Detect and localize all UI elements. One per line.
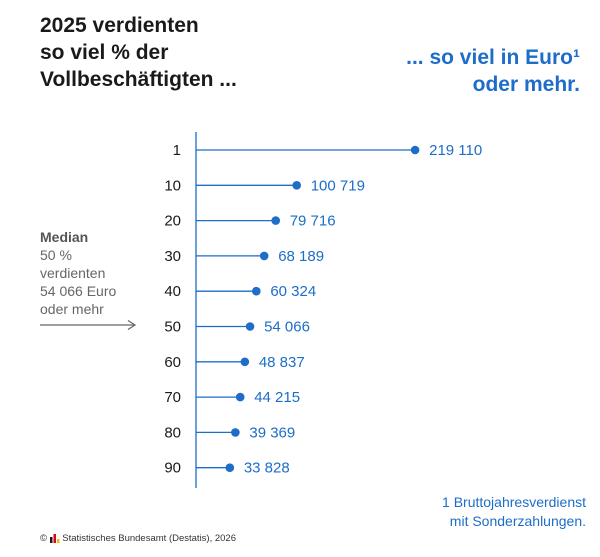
category-label: 50	[164, 319, 181, 336]
lollipop-dot	[235, 392, 245, 402]
title-right-line-1: ... so viel in Euro¹	[406, 46, 580, 69]
footnote-line-2: mit Sonderzahlungen.	[449, 513, 586, 529]
title-right-line-2: oder mehr.	[472, 73, 580, 96]
lollipop-dot	[231, 428, 240, 437]
category-label: 20	[164, 213, 181, 230]
median-arrow-icon	[40, 319, 137, 331]
value-label: 79 716	[290, 213, 336, 230]
value-label: 68 189	[278, 248, 324, 265]
lollipop-dot	[271, 216, 281, 225]
category-label: 70	[164, 389, 181, 406]
copyright-icon: ©	[40, 533, 47, 544]
median-line-2: verdienten	[40, 265, 106, 281]
title-left-line-2: so viel % der	[40, 41, 169, 64]
median-line-4: oder mehr	[40, 301, 104, 317]
footnote: 1 Bruttojahresverdienst mit Sonderzahlun…	[442, 493, 586, 531]
value-label: 54 066	[264, 319, 310, 336]
title-left-line-3: Vollbeschäftigten ...	[40, 68, 237, 91]
footnote-line-1: 1 Bruttojahresverdienst	[442, 494, 586, 510]
category-label: 90	[164, 460, 181, 477]
lollipop-dot	[259, 251, 269, 261]
category-label: 40	[164, 283, 181, 300]
lollipop-dot	[292, 181, 302, 190]
median-line-3: 54 066 Euro	[40, 283, 117, 299]
lollipop-dot	[240, 357, 250, 367]
value-label: 219 110	[429, 142, 482, 159]
title-left-line-1: 2025 verdienten	[40, 14, 199, 37]
chart-title-left: 2025 verdienten so viel % der Vollbeschä…	[40, 12, 237, 93]
category-label: 60	[164, 354, 181, 371]
median-line-1: 50 %	[40, 247, 72, 263]
value-label: 48 837	[259, 354, 305, 371]
value-label: 39 369	[249, 424, 295, 441]
lollipop-dot	[225, 463, 235, 473]
category-label: 1	[173, 142, 181, 159]
lollipop-dot	[252, 286, 261, 296]
value-label: 60 324	[270, 283, 316, 300]
median-title: Median	[40, 229, 89, 245]
value-label: 44 215	[254, 389, 300, 406]
category-label: 10	[164, 177, 181, 194]
category-label: 30	[164, 248, 181, 265]
value-label: 33 828	[244, 460, 290, 477]
lollipop-dot	[410, 145, 420, 155]
value-label: 100 719	[311, 177, 365, 194]
source-note: © Statistisches Bundesamt (Destatis), 20…	[40, 533, 236, 544]
category-label: 80	[164, 424, 181, 441]
chart-title-right: ... so viel in Euro¹ oder mehr.	[406, 44, 580, 98]
median-annotation: Median 50 % verdienten 54 066 Euro oder …	[40, 228, 116, 318]
destatis-logo-icon	[49, 533, 60, 543]
source-text: Statistisches Bundesamt (Destatis), 2026	[62, 533, 236, 544]
lollipop-dot	[245, 322, 255, 331]
